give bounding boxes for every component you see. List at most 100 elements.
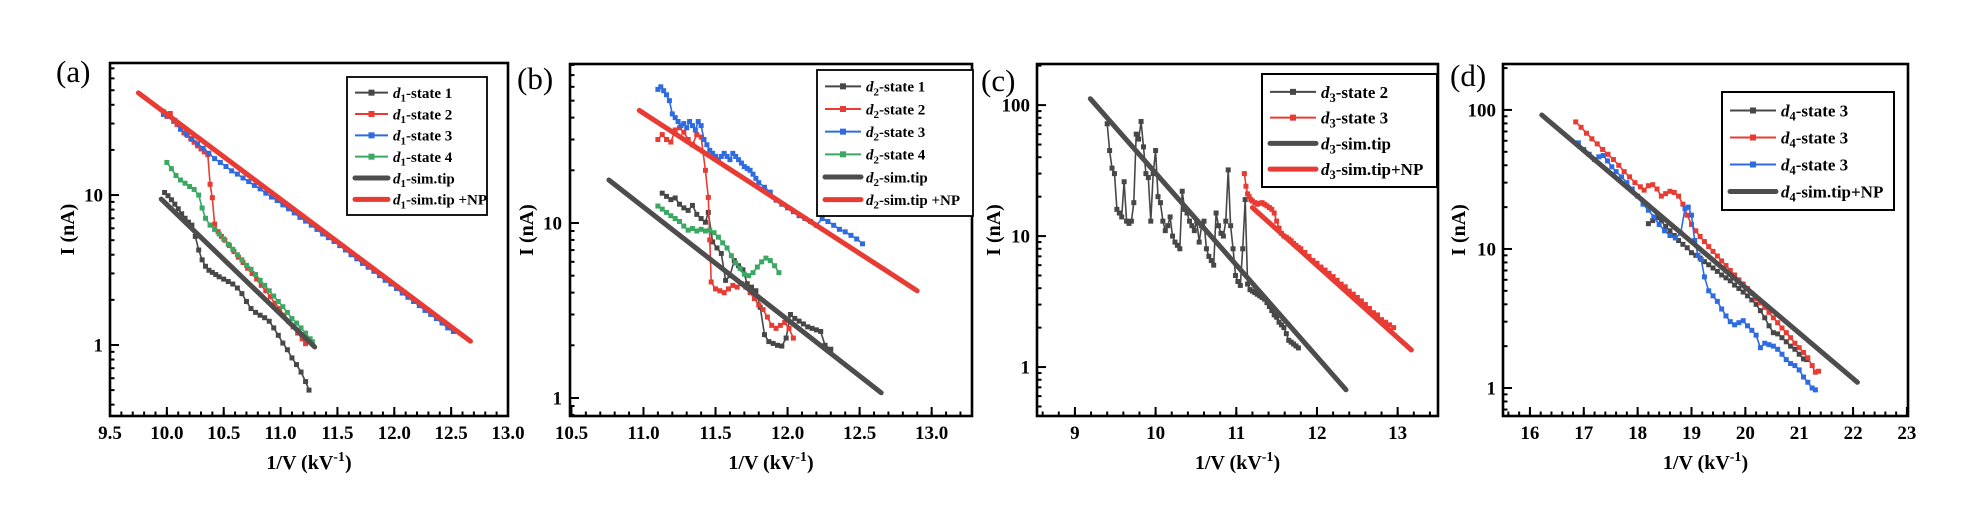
x-tick-labels-d: 16 17 18 19 20 21 22 23 <box>1520 423 1916 444</box>
legend-label: d4-state 3 <box>1781 156 1848 178</box>
legend-entry-d2-state-1: d2-state 1 <box>825 80 925 99</box>
plot-frame-c <box>1035 62 1440 418</box>
legend-marker-sample <box>368 89 375 96</box>
x-axis-title-d: 1/V (kV-1) <box>1663 450 1748 474</box>
legend-marker-sample <box>1290 114 1296 121</box>
x-tick-labels-b: 10.5 11.0 11.5 12.0 12.5 13.0 <box>555 423 948 444</box>
x-tick-label: 21 <box>1790 423 1809 444</box>
legend-entry-d3-sim-tip-np: d3-sim.tip+NP <box>1267 160 1423 182</box>
legend-marker-sample <box>368 132 375 139</box>
panel-label-a: (a) <box>56 54 90 89</box>
legend-entry-d4-state-3-red: d4-state 3 <box>1730 129 1848 151</box>
y-tick-label: 100 <box>1468 100 1497 121</box>
legend-label: d2-sim.tip <box>866 170 928 189</box>
x-tick-label: 23 <box>1897 423 1916 444</box>
y-tick-label: 100 <box>1002 96 1031 117</box>
panel-c: 9 10 11 12 13 1 10 100(c) I (nA) 1/V (kV-1) d3-sta… <box>981 62 1440 474</box>
x-tick-label: 22 <box>1844 423 1863 444</box>
panel-label-b: (b) <box>517 61 553 96</box>
legend-label: d2-state 1 <box>866 80 925 99</box>
series-d3-sim-tip <box>1087 96 1349 393</box>
legend-entry-d1-state-2: d1-state 2 <box>355 107 452 126</box>
legend-label: d2-state 3 <box>866 125 925 144</box>
x-tick-label: 11.5 <box>699 423 731 444</box>
legend-label: d2-state 2 <box>866 102 925 121</box>
x-tick-label: 11 <box>1227 423 1245 444</box>
legend-box-b <box>816 69 974 217</box>
x-tick-label: 13.0 <box>491 423 524 444</box>
legend-entry-d1-sim-tip-np: d1-sim.tip +NP <box>352 193 487 212</box>
plot-frame-d <box>1501 62 1910 418</box>
x-tick-label: 11.0 <box>264 423 296 444</box>
x-tick-label: 12.0 <box>771 423 804 444</box>
legend-label: d1-state 3 <box>393 129 452 148</box>
legend-label: d1-state 1 <box>393 86 452 105</box>
x-tick-label: 10.0 <box>150 423 183 444</box>
x-tick-label: 9.5 <box>98 423 122 444</box>
legend-entry-d2-state-3: d2-state 3 <box>825 125 925 144</box>
y-tick-label: 10 <box>543 213 562 234</box>
y-tick-labels-c: 1 10 100 <box>1002 96 1031 379</box>
y-axis-title-c: I (nA) <box>983 204 1005 256</box>
legend-d: d4-state 3 d4-state 3 d4-state 3 d4-sim.tip… <box>1721 91 1895 211</box>
series-d2-sim-tip <box>606 177 884 396</box>
series-d2-state-3 <box>655 84 865 247</box>
y-axis-title-a: I (nA) <box>57 204 79 256</box>
legend-marker-sample <box>840 128 846 135</box>
legend-marker-sample <box>840 151 846 158</box>
legend-entry-d4-state-3-blue: d4-state 3 <box>1730 156 1848 178</box>
plot-frame-a <box>108 61 510 418</box>
legend-entry-d3-state-2: d3-state 2 <box>1270 83 1388 105</box>
y-tick-label: 10 <box>84 186 103 207</box>
legend-entry-d3-sim-tip: d3-sim.tip <box>1267 134 1391 156</box>
y-tick-label: 1 <box>1021 358 1031 379</box>
legend-entry-d1-state-1: d1-state 1 <box>355 86 452 105</box>
legend-entry-d4-state-3-black: d4-state 3 <box>1730 102 1848 124</box>
series-d1-state-1 <box>162 190 312 393</box>
x-tick-labels-c: 9 10 11 12 13 <box>1070 423 1407 444</box>
series-d2-state-4 <box>655 203 782 279</box>
legend-marker-sample <box>368 111 375 117</box>
x-tick-label: 13 <box>1388 423 1407 444</box>
panel-b: 10.5 11.0 11.5 12.0 12.5 13.0 1 10 (b) I (nA) 1/V … <box>516 61 974 474</box>
legend-marker-sample <box>840 106 846 112</box>
legend-marker-sample <box>368 153 375 160</box>
legend-entry-d2-sim-tip-np: d2-sim.tip +NP <box>822 193 960 212</box>
x-axis-title-c: 1/V (kV-1) <box>1195 450 1280 474</box>
legend-entry-d1-state-4: d1-state 4 <box>355 150 453 169</box>
panel-label-d: (d) <box>1450 58 1486 93</box>
legend-label: d1-state 4 <box>393 150 453 169</box>
x-tick-label: 19 <box>1682 423 1701 444</box>
x-axis-title-a: 1/V (kV-1) <box>266 450 351 474</box>
x-tick-label: 12 <box>1307 423 1326 444</box>
x-tick-label: 16 <box>1520 423 1539 444</box>
legend-marker-sample <box>1750 161 1756 168</box>
legend-entry-d4-sim-tip-np: d4-sim.tip+NP <box>1727 183 1883 205</box>
x-tick-label: 10.5 <box>207 423 240 444</box>
series-d2-sim-tip-np <box>636 107 920 294</box>
legend-label: d2-state 4 <box>866 148 926 167</box>
x-tick-label: 12.0 <box>378 423 411 444</box>
x-tick-label: 17 <box>1574 423 1594 444</box>
x-tick-label: 9 <box>1070 423 1080 444</box>
x-tick-labels-a: 9.5 10.0 10.5 11.0 11.5 12.0 12.5 13.0 <box>98 423 525 444</box>
y-tick-label: 10 <box>1011 227 1030 248</box>
panel-a: 9.5 10.0 10.5 11.0 11.5 12.0 12.5 13.0 1 10 (a) I (… <box>56 54 525 474</box>
legend-label: d2-sim.tip +NP <box>866 193 960 212</box>
legend-entry-d1-sim-tip: d1-sim.tip <box>352 171 455 190</box>
legend-label: d3-sim.tip <box>1321 134 1391 156</box>
legend-label: d1-state 2 <box>393 107 452 126</box>
y-tick-label: 10 <box>1477 239 1496 260</box>
x-tick-label: 12.5 <box>843 423 876 444</box>
x-tick-label: 10.5 <box>555 423 588 444</box>
legend-label: d4-state 3 <box>1781 102 1848 124</box>
legend-marker-sample <box>1290 88 1296 95</box>
series-d4-sim-tip-np <box>1539 112 1860 385</box>
legend-label: d4-sim.tip+NP <box>1781 183 1883 205</box>
legend-label: d1-sim.tip +NP <box>393 193 487 212</box>
panel-d: 16 17 18 19 20 21 22 23 1 10 100 (d) I (nA) 1/V (kV-1… <box>1448 58 1916 474</box>
series-d4-state-3-blue <box>1575 140 1818 393</box>
legend-entry-d1-state-3: d1-state 3 <box>355 129 452 148</box>
y-axis-title-b: I (nA) <box>516 204 538 256</box>
legend-a: d1-state 1 d1-state 2 d1-state 3 d1-state 4… <box>346 76 488 216</box>
